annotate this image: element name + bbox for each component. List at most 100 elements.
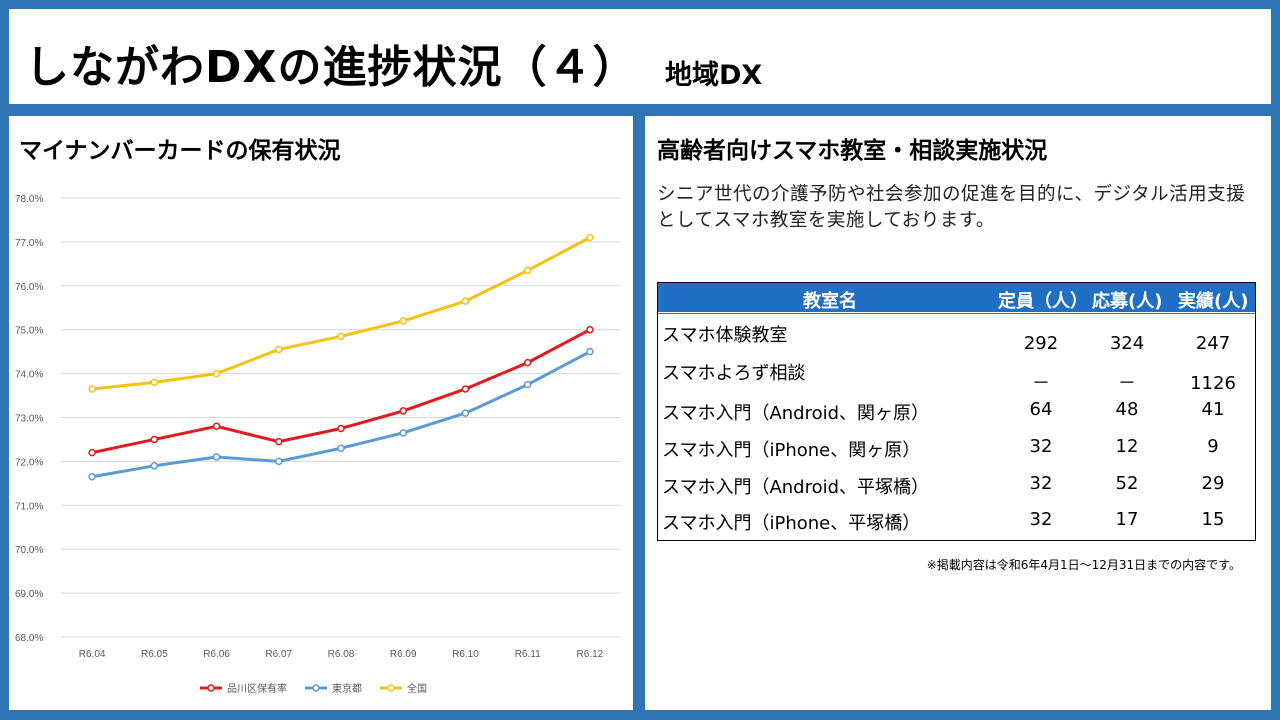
cell-name: スマホ入門（Android、関ヶ原） (662, 403, 930, 424)
title-bar: しながわDXの進捗状況（４） 地域DX (9, 9, 1271, 104)
cell-name: スマホ入門（Android、平塚橋） (662, 477, 930, 498)
data-point (275, 437, 283, 446)
cell-name: スマホ入門（iPhone、関ヶ原） (662, 440, 921, 461)
data-point (88, 473, 96, 481)
data-point (399, 317, 407, 325)
cell-actual: 1126 (1190, 373, 1236, 394)
table-row: スマホ入門（Android、関ヶ原） 64 48 41 (658, 399, 1255, 435)
table-row: スマホ体験教室 292 324 247 (658, 321, 1255, 357)
header-classroom-name: 教室名 (803, 291, 857, 312)
data-point (275, 345, 283, 354)
legend-marker (387, 684, 395, 692)
x-tick-label: R6.06 (203, 649, 230, 660)
cell-applied: 52 (1115, 473, 1139, 494)
x-tick-label: R6.07 (265, 649, 292, 660)
y-tick-label: 71.0% (15, 501, 43, 512)
series-line (91, 236, 591, 391)
data-point (88, 385, 96, 393)
table-row: スマホ入門（iPhone、平塚橋） 32 17 15 (658, 509, 1255, 545)
cell-capacity: － (1032, 373, 1050, 394)
header-applied: 応募(人) (1092, 291, 1163, 312)
y-tick-label: 73.0% (15, 414, 43, 425)
data-point (399, 429, 407, 437)
chart-heading: マイナンバーカードの保有状況 (19, 138, 341, 164)
cell-capacity: 32 (1029, 436, 1053, 457)
data-point (523, 266, 532, 275)
data-point (212, 369, 221, 378)
classroom-panel: 高齢者向けスマホ教室・相談実施状況 シニア世代の介護予防や社会参加の促進を目的に… (645, 116, 1271, 710)
classroom-table: 教室名 定員（人） 応募(人) 実績(人) スマホ体験教室 292 324 24… (657, 282, 1256, 541)
legend-marker (312, 684, 320, 692)
legend-label: 東京都 (332, 682, 362, 695)
x-tick-label: R6.08 (328, 649, 355, 660)
header-capacity: 定員（人） (998, 291, 1088, 312)
cell-actual: 247 (1195, 333, 1231, 354)
y-tick-label: 70.0% (15, 545, 43, 556)
data-point (461, 409, 470, 417)
data-point (399, 407, 407, 415)
x-tick-label: R6.12 (577, 649, 604, 660)
data-point (150, 462, 159, 470)
data-point (523, 380, 532, 389)
data-point (150, 435, 159, 444)
data-point (212, 422, 221, 431)
classroom-heading: 高齢者向けスマホ教室・相談実施状況 (657, 138, 1048, 164)
y-tick-label: 78.0% (15, 194, 43, 205)
cell-applied: 48 (1115, 399, 1139, 420)
data-point (337, 424, 345, 433)
cell-name: スマホよろず相談 (662, 363, 806, 384)
data-point (275, 457, 283, 466)
page-title: しながわDXの進捗状況（４） (25, 42, 638, 93)
cell-name: スマホ体験教室 (662, 325, 788, 346)
classroom-description: シニア世代の介護予防や社会参加の促進を目的に、デジタル活用支援としてスマホ教室を… (657, 184, 1246, 231)
data-point (337, 332, 345, 341)
x-tick-label: R6.09 (390, 649, 417, 660)
legend-label: 全国 (407, 682, 427, 695)
table-header: 教室名 定員（人） 応募(人) 実績(人) (658, 283, 1255, 315)
table-row: スマホよろず相談 － － 1126 (658, 359, 1255, 395)
y-tick-label: 76.0% (15, 282, 43, 293)
data-point (586, 233, 594, 242)
line-chart: 68.0% 69.0% 70.0% 71.0% 72.0% 73.0% 74.0% 75.0%… (15, 194, 621, 695)
cell-capacity: 64 (1029, 399, 1053, 420)
cell-applied: 324 (1109, 333, 1145, 354)
page-subtitle: 地域DX (665, 60, 763, 91)
x-tick-label: R6.11 (515, 649, 541, 660)
data-point (523, 358, 532, 367)
cell-actual: 41 (1201, 399, 1225, 420)
cell-capacity: 32 (1029, 509, 1053, 530)
y-tick-label: 68.0% (15, 633, 43, 644)
table-row: スマホ入門（iPhone、関ヶ原） 32 12 9 (658, 436, 1255, 472)
cell-capacity: 32 (1029, 473, 1053, 494)
legend-label: 品川区保有率 (227, 682, 287, 695)
cell-actual: 29 (1201, 473, 1225, 494)
y-tick-label: 74.0% (15, 370, 43, 381)
data-point (150, 378, 159, 387)
cell-applied: 17 (1115, 509, 1139, 530)
cell-actual: 9 (1207, 436, 1219, 457)
y-tick-label: 69.0% (15, 589, 43, 600)
data-point (88, 448, 96, 457)
data-point (461, 297, 470, 305)
header-actual: 実績(人) (1178, 291, 1249, 312)
cell-capacity: 292 (1023, 333, 1059, 354)
cell-name: スマホ入門（iPhone、平塚橋） (662, 513, 921, 534)
y-tick-label: 72.0% (15, 457, 43, 468)
legend-marker (207, 684, 215, 692)
x-tick-label: R6.05 (141, 649, 168, 660)
x-tick-label: R6.10 (452, 649, 479, 660)
y-tick-label: 75.0% (15, 326, 43, 337)
data-point (337, 444, 345, 452)
footnote: ※掲載内容は令和6年4月1日～12月31日までの内容です。 (926, 558, 1241, 572)
x-tick-label: R6.04 (79, 649, 106, 660)
series-line (91, 350, 591, 479)
y-tick-label: 77.0% (15, 238, 43, 249)
cell-applied: － (1118, 373, 1136, 394)
data-point (461, 385, 470, 393)
data-point (212, 453, 221, 461)
data-point (586, 325, 594, 334)
table-row: スマホ入門（Android、平塚橋） 32 52 29 (658, 473, 1255, 509)
chart-panel: マイナンバーカードの保有状況 68.0% 69.0% 70.0% 71.0% 72.0%… (9, 116, 633, 710)
cell-applied: 12 (1115, 436, 1139, 457)
data-point (586, 347, 594, 356)
